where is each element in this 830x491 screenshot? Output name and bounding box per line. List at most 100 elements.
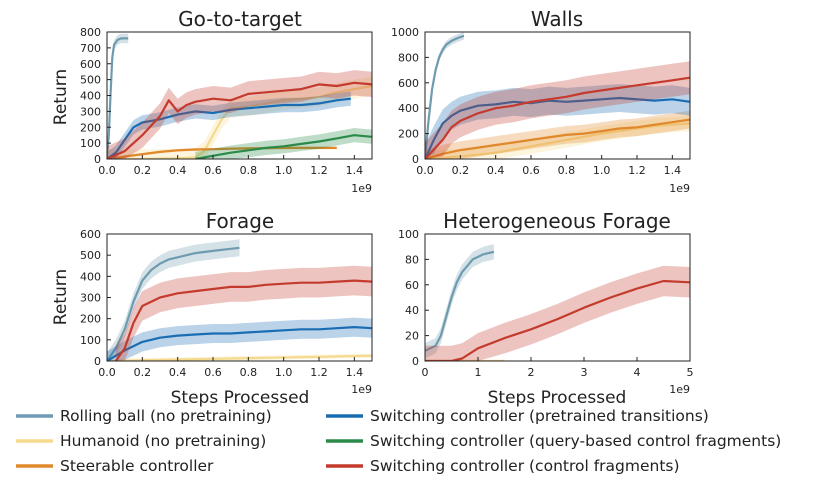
x-tick-label: 1.2 (628, 164, 646, 177)
x-tick-label: 0.8 (240, 366, 258, 379)
x-exponent: 1e9 (351, 383, 372, 396)
plot-area (107, 33, 372, 159)
y-tick-label: 600 (80, 228, 101, 241)
x-tick-label: 1.4 (346, 164, 364, 177)
y-tick-label: 60 (405, 279, 419, 292)
series-line (107, 81, 372, 159)
y-tick-label: 20 (405, 330, 419, 343)
y-tick-label: 500 (80, 249, 101, 262)
plot-area (425, 32, 690, 159)
y-tick-label: 400 (80, 270, 101, 283)
legend: Rolling ball (no pretraining) Humanoid (… (16, 407, 781, 475)
legend-item: Switching controller (control fragments) (326, 457, 680, 475)
plot-area (107, 239, 372, 361)
x-tick-label: 0 (422, 366, 429, 379)
x-tick-label: 1.2 (310, 366, 328, 379)
x-tick-label: 0.6 (204, 366, 222, 379)
x-exponent: 1e9 (351, 182, 372, 195)
legend-item: Steerable controller (16, 457, 214, 475)
y-tick-label: 300 (80, 105, 101, 118)
series-band (425, 265, 690, 361)
legend-item: Humanoid (no pretraining) (16, 432, 266, 450)
y-tick-label: 400 (398, 102, 419, 115)
x-tick-label: 0.2 (134, 366, 152, 379)
panel-title: Forage (206, 209, 275, 233)
y-tick-label: 100 (80, 334, 101, 347)
y-tick-label: 300 (80, 292, 101, 305)
series-line (425, 122, 690, 159)
series-line (114, 279, 372, 361)
y-tick-label: 600 (80, 58, 101, 71)
y-tick-label: 0 (412, 153, 419, 166)
legend-item: Rolling ball (no pretraining) (16, 407, 272, 425)
x-tick-label: 1.0 (275, 366, 293, 379)
y-axis-label: Return (51, 269, 71, 325)
series-line (425, 279, 690, 361)
axes-frame (424, 31, 691, 160)
series-band (107, 70, 372, 159)
x-tick-label: 0.8 (558, 164, 576, 177)
series-band (115, 265, 372, 361)
plot-area (425, 244, 690, 361)
series-band (425, 61, 690, 159)
panel-go-to-target: Go-to-target Return 1e9 0.0 0.2 0.4 0.6 0.8 1… (51, 7, 373, 195)
x-tick-label: 2 (528, 366, 535, 379)
x-tick-label: 0.8 (240, 164, 258, 177)
y-tick-label: 80 (405, 253, 419, 266)
series-line (107, 97, 351, 159)
x-tick-label: 0.2 (452, 164, 470, 177)
y-tick-label: 500 (80, 74, 101, 87)
series-line (107, 84, 372, 159)
x-tick-label: 0.4 (169, 366, 187, 379)
x-axis-label: Steps Processed (171, 388, 310, 408)
series-line (425, 250, 495, 352)
y-tick-label: 200 (80, 121, 101, 134)
series-band (425, 84, 690, 159)
y-tick-label: 0 (94, 153, 101, 166)
x-tick-label: 0.2 (134, 164, 152, 177)
y-tick-label: 0 (412, 355, 419, 368)
series-line (425, 76, 690, 159)
y-tick-label: 100 (80, 137, 101, 150)
series-band (425, 115, 690, 159)
panel-title: Walls (531, 7, 583, 31)
x-axis-label: Steps Processed (488, 388, 627, 408)
series-line (107, 246, 240, 361)
x-tick-label: 1.0 (593, 164, 611, 177)
series-band (425, 110, 690, 159)
y-tick-label: 600 (398, 77, 419, 90)
x-tick-label: 0.4 (169, 164, 187, 177)
y-tick-label: 400 (80, 90, 101, 103)
x-tick-label: 1 (475, 366, 482, 379)
series-line (425, 96, 690, 159)
y-tick-label: 700 (80, 42, 101, 55)
series-line (425, 34, 465, 159)
series-line (195, 134, 372, 159)
x-tick-label: 1.4 (346, 366, 364, 379)
y-tick-label: 100 (398, 228, 419, 241)
panel-walls: Walls 1e9 0.0 0.2 0.4 0.6 0.8 1.0 1.2 1.4 0 200 40… (391, 7, 691, 195)
x-tick-label: 0.0 (98, 164, 116, 177)
x-tick-label: 0.0 (416, 164, 434, 177)
y-axis-label: Return (51, 69, 71, 125)
axes-frame (424, 233, 691, 362)
series-line (107, 326, 372, 361)
panel-title: Heterogeneous Forage (443, 209, 671, 233)
x-tick-label: 0.4 (487, 164, 505, 177)
series-line (107, 146, 337, 159)
x-tick-label: 1.2 (310, 164, 328, 177)
series-line (107, 37, 129, 159)
y-tick-label: 200 (398, 128, 419, 141)
series-band (107, 76, 372, 159)
x-tick-label: 3 (581, 366, 588, 379)
x-tick-label: 0.6 (204, 164, 222, 177)
legend-label: Rolling ball (no pretraining) (60, 407, 272, 425)
x-exponent: 1e9 (669, 182, 690, 195)
series-band (107, 91, 351, 159)
legend-item: Switching controller (query-based contro… (326, 432, 781, 450)
y-tick-label: 40 (405, 304, 419, 317)
y-tick-label: 800 (80, 26, 101, 39)
panel-forage: Forage Return Steps Processed 1e9 0.0 0.2… (51, 209, 373, 408)
x-exponent: 1e9 (669, 383, 690, 396)
